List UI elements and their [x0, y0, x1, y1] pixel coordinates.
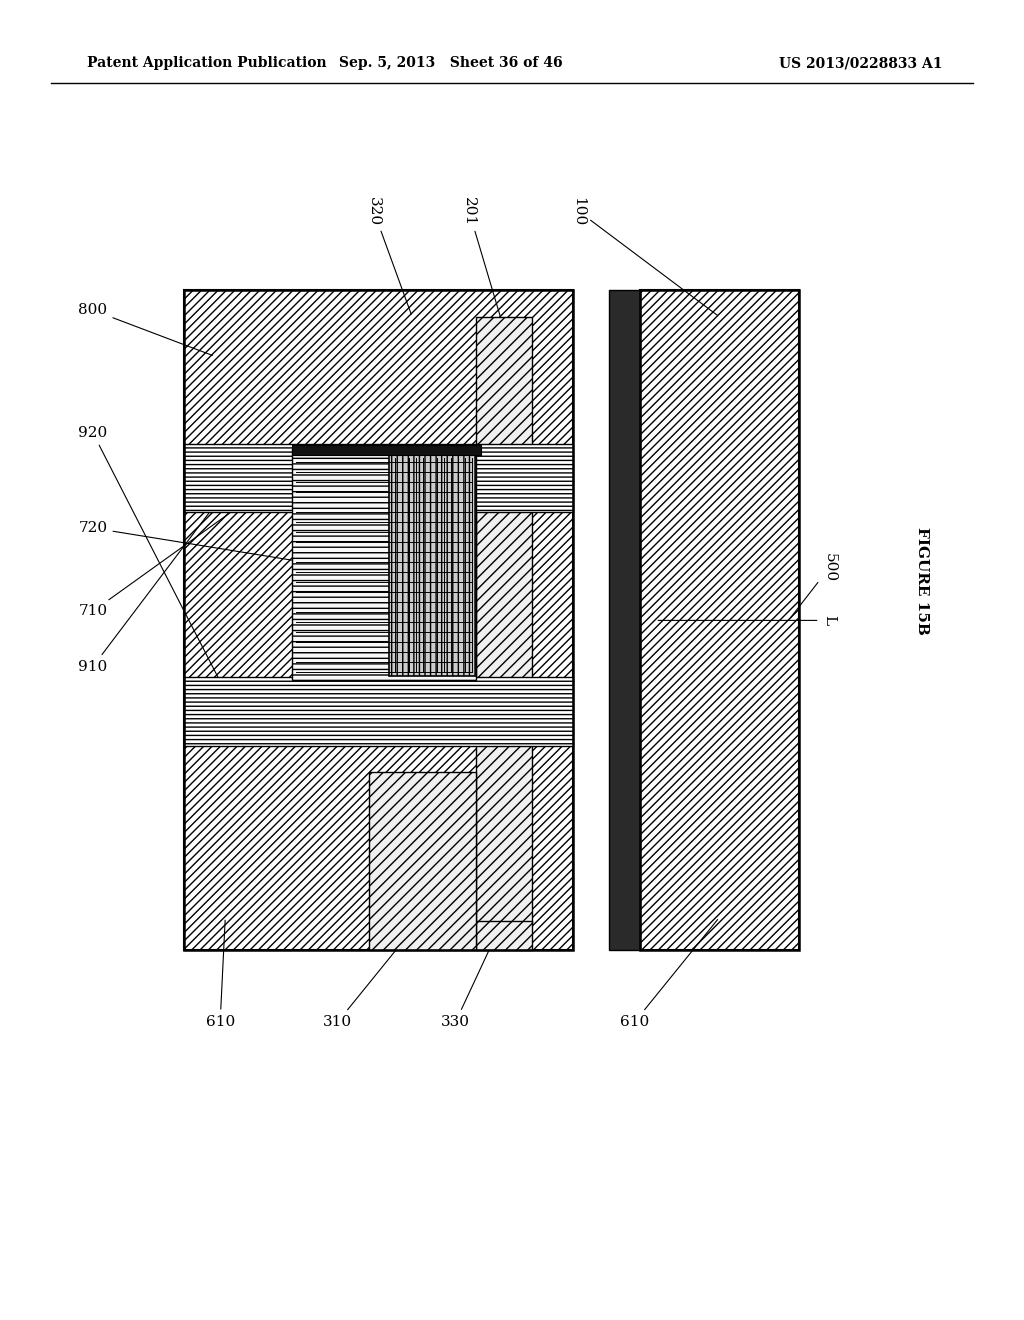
Text: 320: 320 [367, 197, 412, 314]
Text: 100: 100 [571, 197, 717, 315]
Text: 500: 500 [791, 553, 837, 618]
Text: 610: 610 [621, 920, 718, 1028]
Bar [640, 290, 799, 950]
Text: 201: 201 [462, 197, 504, 327]
Text: 720: 720 [79, 521, 314, 564]
Text: 710: 710 [79, 451, 315, 618]
Text: 920: 920 [78, 426, 234, 709]
Bar [292, 449, 476, 680]
Bar [369, 772, 476, 950]
Bar [609, 290, 640, 950]
Text: L: L [658, 615, 837, 626]
Bar [184, 677, 573, 746]
Text: 910: 910 [78, 480, 233, 673]
Text: 330: 330 [441, 920, 503, 1028]
Text: FIGURE 15B: FIGURE 15B [914, 527, 929, 635]
Text: US 2013/0228833 A1: US 2013/0228833 A1 [778, 57, 942, 70]
Bar [184, 290, 573, 950]
Text: 800: 800 [79, 304, 212, 355]
Text: Sep. 5, 2013   Sheet 36 of 46: Sep. 5, 2013 Sheet 36 of 46 [339, 57, 562, 70]
Bar [640, 290, 799, 950]
Text: Patent Application Publication: Patent Application Publication [87, 57, 327, 70]
Bar [292, 445, 481, 455]
Bar [476, 317, 532, 924]
Bar [476, 921, 532, 950]
Bar [184, 290, 573, 950]
Bar [389, 454, 476, 676]
Text: 310: 310 [324, 920, 421, 1028]
Text: 610: 610 [206, 920, 234, 1028]
Bar [184, 444, 573, 512]
